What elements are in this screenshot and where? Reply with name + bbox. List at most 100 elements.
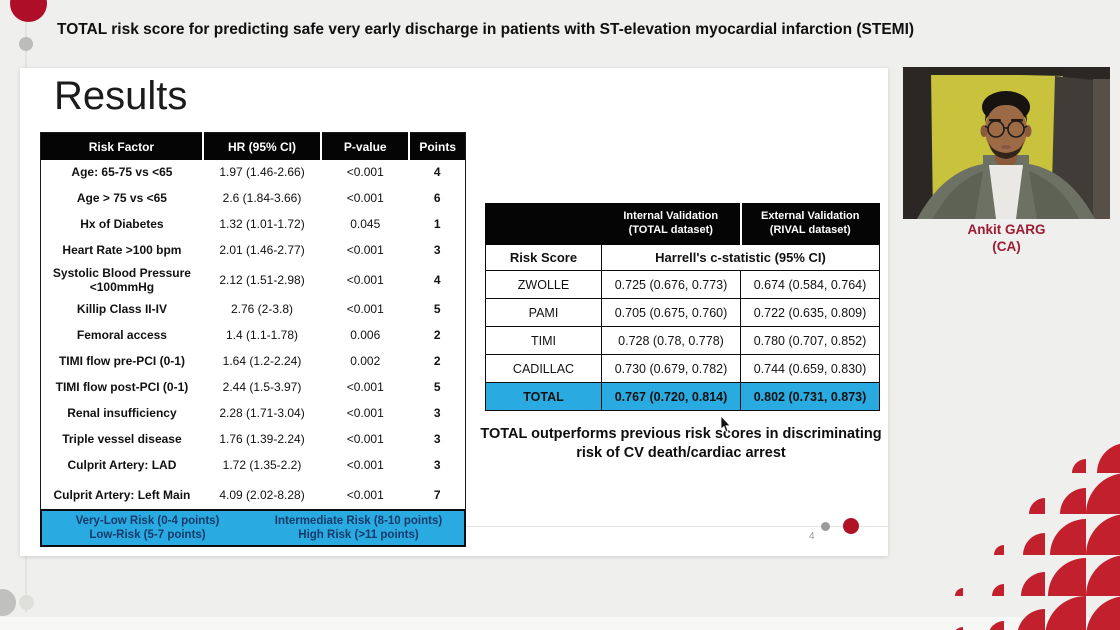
timeline-marker-icon[interactable] (19, 37, 33, 51)
presentation-title: TOTAL risk score for predicting safe ver… (57, 21, 915, 38)
speaker-location: (CA) (992, 238, 1021, 254)
cell-risk-factor: Age > 75 vs <65 (76, 191, 167, 206)
timeline-end-marker-icon[interactable] (0, 589, 16, 616)
table-row: Killip Class II-IV 2.76 (2-3.8) <0.001 5 (41, 297, 466, 323)
cell-external: 0.802 (0.731, 0.873) (740, 382, 880, 411)
speaker-name-label: Ankit GARG (CA) (903, 222, 1110, 256)
slide: Results Risk Factor HR (95% CI) P-value … (20, 68, 888, 556)
cell-external: 0.744 (0.659, 0.830) (740, 354, 880, 383)
corner-cell (485, 203, 602, 245)
cell-hr: 1.72 (1.35-2.2) (222, 458, 302, 473)
cell-risk-factor: Triple vessel disease (62, 432, 182, 447)
cell-pvalue: <0.001 (346, 191, 384, 206)
cell-external: 0.722 (0.635, 0.809) (740, 298, 880, 327)
cell-points: 4 (433, 272, 441, 287)
cell-risk-factor: Heart Rate >100 bpm (62, 243, 182, 258)
table-row: PAMI 0.705 (0.675, 0.760) 0.722 (0.635, … (485, 298, 880, 327)
cell-pvalue: <0.001 (346, 487, 384, 502)
risk-legend-bar: Very-Low Risk (0-4 points) Low-Risk (5-7… (40, 509, 466, 547)
row-header-risk-score: Risk Score (485, 244, 602, 271)
col-header-risk-factor: Risk Factor (40, 132, 203, 160)
cell-internal: 0.728 (0.78, 0.778) (601, 326, 741, 355)
table-row: Age: 65-75 vs <65 1.97 (1.46-2.66) <0.00… (41, 160, 466, 186)
cell-pvalue: 0.002 (350, 354, 381, 369)
cell-score-name: PAMI (485, 298, 602, 327)
cell-score-name: TOTAL (485, 382, 602, 411)
col-header-external: External Validation (RIVAL dataset) (739, 203, 880, 245)
cell-points: 3 (433, 243, 441, 258)
cell-risk-factor: Femoral access (76, 328, 167, 343)
cell-hr: 1.76 (1.39-2.24) (219, 432, 305, 447)
slide-progress-handle[interactable] (843, 518, 859, 534)
col-header-pvalue: P-value (320, 132, 410, 160)
cell-internal: 0.730 (0.679, 0.782) (601, 354, 741, 383)
cell-risk-factor: Killip Class II-IV (76, 302, 167, 317)
cell-points: 3 (433, 432, 441, 447)
slide-heading: Results (54, 74, 188, 118)
cell-risk-factor: Age: 65-75 vs <65 (71, 165, 173, 180)
brand-pattern (955, 443, 1120, 630)
table-row: TIMI flow post-PCI (0-1) 2.44 (1.5-3.97)… (41, 375, 466, 401)
cell-hr: 4.09 (2.02-8.28) (219, 487, 305, 502)
webcam-scene (903, 67, 1110, 219)
cell-points: 5 (433, 380, 441, 395)
cell-hr: 2.6 (1.84-3.66) (222, 191, 302, 206)
mouse-cursor-icon (720, 416, 731, 433)
cell-score-name: CADILLAC (485, 354, 602, 383)
col-header-internal: Internal Validation (TOTAL dataset) (601, 203, 741, 245)
span-header-cstatistic: Harrell's c-statistic (95% CI) (601, 244, 880, 271)
table-row: Femoral access 1.4 (1.1-1.78) 0.006 2 (41, 323, 466, 349)
speaker-name: Ankit GARG (967, 222, 1046, 237)
table-subheader-row: Risk Score Harrell's c-statistic (95% CI… (485, 244, 880, 271)
table-header-row: Risk Factor HR (95% CI) P-value Points (40, 132, 466, 160)
col-header-points: Points (408, 132, 466, 160)
validation-table: Internal Validation (TOTAL dataset) Exte… (485, 203, 880, 411)
cell-internal: 0.705 (0.675, 0.760) (601, 298, 741, 327)
table-row: Culprit Artery: LAD 1.72 (1.35-2.2) <0.0… (41, 453, 466, 479)
table-row-total-highlight: TOTAL 0.767 (0.720, 0.814) 0.802 (0.731,… (485, 382, 880, 411)
risk-legend-right: Intermediate Risk (8-10 points) High Ris… (253, 514, 464, 543)
cell-risk-factor: Culprit Artery: Left Main (53, 487, 191, 502)
cell-points: 6 (433, 191, 441, 206)
bottom-strip (0, 617, 1120, 630)
cell-points: 2 (433, 354, 441, 369)
cell-risk-factor: TIMI flow post-PCI (0-1) (55, 380, 189, 395)
cell-points: 4 (433, 165, 441, 180)
cell-pvalue: <0.001 (346, 272, 384, 287)
slide-progress-marker[interactable] (821, 522, 830, 531)
cell-risk-factor: Culprit Artery: LAD (67, 458, 177, 473)
table-row: CADILLAC 0.730 (0.679, 0.782) 0.744 (0.6… (485, 354, 880, 383)
cell-pvalue: 0.045 (350, 217, 381, 232)
cell-hr: 2.01 (1.46-2.77) (219, 243, 305, 258)
cell-hr: 2.12 (1.51-2.98) (219, 272, 305, 287)
table-row: TIMI flow pre-PCI (0-1) 1.64 (1.2-2.24) … (41, 349, 466, 375)
cell-pvalue: <0.001 (346, 165, 384, 180)
cell-pvalue: <0.001 (346, 432, 384, 447)
cell-hr: 1.32 (1.01-1.72) (219, 217, 305, 232)
table-header-row: Internal Validation (TOTAL dataset) Exte… (485, 203, 880, 245)
cell-points: 3 (433, 406, 441, 421)
cell-hr: 1.4 (1.1-1.78) (225, 328, 299, 343)
cell-risk-factor: TIMI flow pre-PCI (0-1) (58, 354, 185, 369)
cell-points: 2 (433, 328, 441, 343)
speaker-webcam-video[interactable] (903, 67, 1110, 219)
slide-number-label: 4 (809, 531, 815, 542)
cell-hr: 1.64 (1.2-2.24) (222, 354, 302, 369)
cell-internal: 0.725 (0.676, 0.773) (601, 270, 741, 299)
table-row: TIMI 0.728 (0.78, 0.778) 0.780 (0.707, 0… (485, 326, 880, 355)
table-row: ZWOLLE 0.725 (0.676, 0.773) 0.674 (0.584… (485, 270, 880, 299)
slide-progress-track[interactable] (466, 526, 888, 527)
risk-legend-left: Very-Low Risk (0-4 points) Low-Risk (5-7… (42, 514, 253, 543)
cell-pvalue: <0.001 (346, 243, 384, 258)
cell-score-name: ZWOLLE (485, 270, 602, 299)
timeline-current-marker-icon (10, 0, 47, 22)
cell-pvalue: 0.006 (350, 328, 381, 343)
cell-pvalue: <0.001 (346, 380, 384, 395)
cell-points: 7 (433, 487, 441, 502)
cell-risk-factor: Hx of Diabetes (80, 217, 164, 232)
cell-points: 5 (433, 302, 441, 317)
table-row: Age > 75 vs <65 2.6 (1.84-3.66) <0.001 6 (41, 186, 466, 212)
cell-external: 0.674 (0.584, 0.764) (740, 270, 880, 299)
legend-line: High Risk (>11 points) (298, 529, 419, 541)
